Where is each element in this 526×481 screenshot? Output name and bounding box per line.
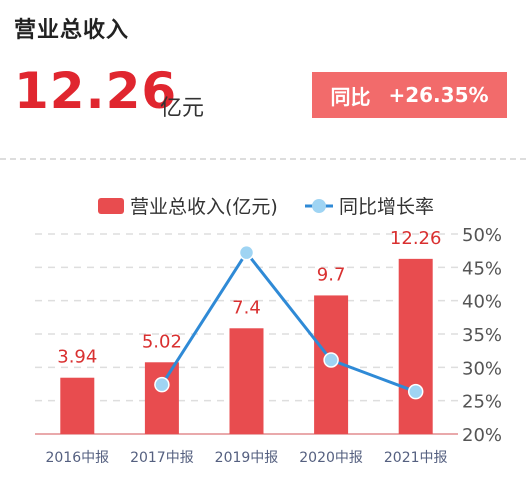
chart-title: 营业总收入	[14, 18, 130, 43]
header-divider	[0, 158, 526, 160]
bar-value-label: 9.7	[317, 264, 346, 285]
legend-bar-swatch	[98, 198, 124, 214]
bar-value-label: 12.26	[390, 228, 442, 249]
growth-line	[160, 250, 417, 394]
growth-point	[407, 383, 424, 400]
x-tick-label: 2016中报	[45, 450, 109, 466]
growth-point	[154, 376, 170, 393]
x-tick-label: 2020中报	[299, 450, 363, 466]
legend-bar-label: 营业总收入(亿元)	[130, 196, 278, 218]
bar	[229, 328, 264, 434]
y2-tick-label: 20%	[462, 425, 502, 446]
bar	[398, 258, 433, 434]
bar-value-label: 3.94	[57, 347, 97, 368]
bar-value-label: 5.02	[142, 331, 182, 352]
y2-tick-label: 45%	[462, 258, 502, 279]
legend-line-marker	[312, 199, 326, 213]
revenue-value: 12.26	[14, 62, 178, 120]
bar	[144, 362, 179, 434]
bar-value-label: 7.4	[232, 297, 261, 318]
y2-tick-label: 30%	[462, 358, 502, 379]
y2-tick-label: 25%	[462, 392, 502, 413]
revenue-unit: 亿元	[160, 96, 205, 121]
x-tick-label: 2019中报	[215, 450, 279, 466]
bar	[60, 377, 95, 434]
x-tick-label: 2021中报	[384, 450, 448, 466]
y2-tick-label: 50%	[462, 225, 502, 246]
yoy-value: +26.35%	[388, 83, 489, 107]
yoy-badge: 同比 +26.35%	[312, 72, 507, 118]
growth-point	[238, 244, 255, 261]
y2-tick-label: 35%	[462, 325, 502, 346]
legend-line-label: 同比增长率	[339, 196, 434, 218]
x-tick-label: 2017中报	[130, 450, 194, 466]
growth-point	[323, 352, 339, 368]
y2-tick-label: 40%	[462, 292, 502, 313]
yoy-label: 同比	[330, 84, 371, 109]
